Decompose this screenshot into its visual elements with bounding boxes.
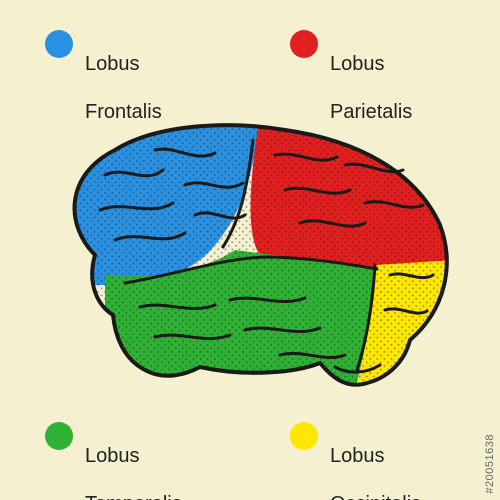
legend-parietal-line1: Lobus xyxy=(330,53,385,75)
swatch-parietal xyxy=(290,30,318,58)
legend-parietal: Lobus Parietalis xyxy=(290,28,412,124)
legend-temporal-line1: Lobus xyxy=(85,445,140,467)
legend-occipital-line1: Lobus xyxy=(330,445,385,467)
legend-frontal-line1: Lobus xyxy=(85,53,140,75)
legend-temporal: Lobus Temporalis xyxy=(45,420,182,500)
legend-temporal-line2: Temporalis xyxy=(85,493,182,500)
brain-illustration xyxy=(45,115,455,395)
swatch-frontal xyxy=(45,30,73,58)
legend-label-temporal: Lobus Temporalis xyxy=(85,420,182,500)
watermark-id: #20051638 xyxy=(484,434,496,494)
legend-occipital-line2: Occipitalis xyxy=(330,493,421,500)
legend-label-occipital: Lobus Occipitalis xyxy=(330,420,421,500)
legend-frontal: Lobus Frontalis xyxy=(45,28,162,124)
legend-occipital: Lobus Occipitalis xyxy=(290,420,421,500)
legend-label-parietal: Lobus Parietalis xyxy=(330,28,412,124)
swatch-temporal xyxy=(45,422,73,450)
diagram-canvas: Lobus Frontalis Lobus Parietalis Lobus T… xyxy=(0,0,500,500)
swatch-occipital xyxy=(290,422,318,450)
legend-label-frontal: Lobus Frontalis xyxy=(85,28,162,124)
